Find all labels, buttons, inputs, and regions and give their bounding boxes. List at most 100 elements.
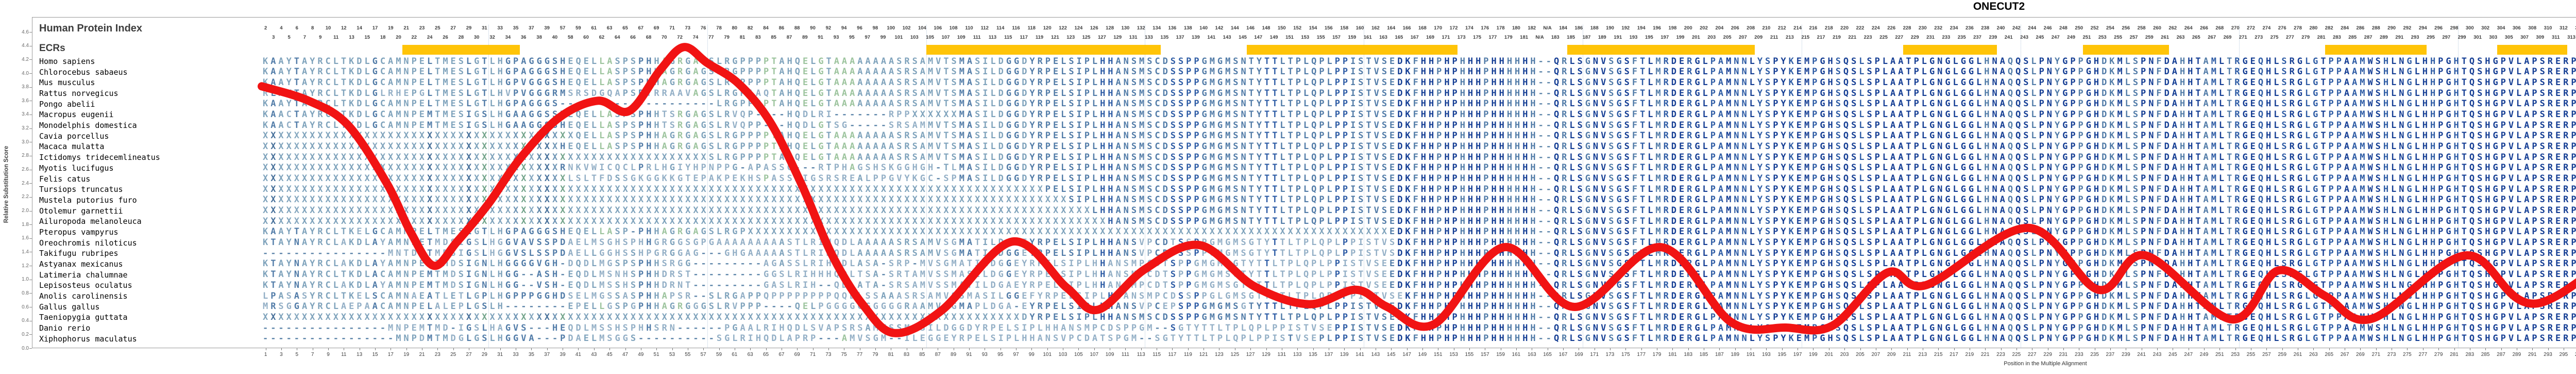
residue: G xyxy=(2297,88,2305,99)
residue: L xyxy=(2391,99,2399,109)
residue: S xyxy=(1178,77,1186,88)
y-tick-label: 1.8 xyxy=(10,222,29,227)
residue: G xyxy=(537,56,545,67)
top-axis-number: 260 xyxy=(2153,25,2161,31)
y-tick-mark xyxy=(29,87,32,88)
residue: P xyxy=(1436,67,1444,77)
species-label: Tursiops truncatus xyxy=(39,185,261,194)
residue: V xyxy=(936,120,943,131)
residue: A xyxy=(2344,120,2352,131)
residue: K xyxy=(2109,56,2117,67)
residue: H xyxy=(1476,88,1483,99)
residue: H xyxy=(2422,67,2430,77)
residue: I xyxy=(1077,120,1084,131)
residue: K xyxy=(1405,77,1413,88)
residue: P xyxy=(748,120,756,131)
residue: A xyxy=(842,99,850,109)
residue: K xyxy=(349,109,357,120)
residue: R xyxy=(2234,67,2242,77)
residue: G xyxy=(537,67,545,77)
residue: H xyxy=(1515,77,1522,88)
residue: H xyxy=(2266,67,2274,77)
residue: X xyxy=(435,131,443,141)
residue: R xyxy=(724,88,732,99)
residue: X xyxy=(912,109,920,120)
residue: W xyxy=(2367,77,2375,88)
residue: X xyxy=(537,131,545,141)
residue: E xyxy=(803,131,810,141)
residue: E xyxy=(803,88,810,99)
residue: S xyxy=(1578,99,1585,109)
bottom-axis-tick xyxy=(2532,348,2533,350)
top-axis-number: 252 xyxy=(2091,25,2099,31)
residue: H xyxy=(2266,88,2274,99)
bottom-axis-number: 199 xyxy=(1809,352,1818,357)
residue: R xyxy=(388,88,396,99)
species-label: Latimeria chalumnae xyxy=(39,270,261,280)
residue: S xyxy=(2477,88,2485,99)
residue: G xyxy=(2086,99,2094,109)
bottom-axis-number: 25 xyxy=(450,352,456,357)
residue: P xyxy=(1045,67,1053,77)
residue: F xyxy=(1413,77,1421,88)
residue: M xyxy=(396,77,403,88)
y-tick-label: 4.6 xyxy=(10,29,29,35)
residue: M xyxy=(2117,88,2125,99)
residue: - xyxy=(1538,109,1546,120)
top-axis-number: 28 xyxy=(459,35,464,40)
residue: G xyxy=(537,77,545,88)
residue: P xyxy=(513,88,521,99)
residue: P xyxy=(2070,99,2078,109)
residue: S xyxy=(1624,109,1632,120)
residue: M xyxy=(1225,99,1233,109)
residue: S xyxy=(2281,88,2289,99)
residue: X xyxy=(466,131,474,141)
residue: - xyxy=(1538,131,1546,141)
residue: P xyxy=(2336,120,2344,131)
residue: S xyxy=(1624,56,1632,67)
residue: L xyxy=(1092,120,1100,131)
residue: M xyxy=(959,120,967,131)
residue: T xyxy=(1640,77,1648,88)
residue: - xyxy=(693,99,701,109)
residue: F xyxy=(1413,99,1421,109)
residue: D xyxy=(1397,131,1405,141)
residue: G xyxy=(1694,120,1702,131)
residue: T xyxy=(1264,88,1272,99)
residue: P xyxy=(1483,109,1491,120)
residue: K xyxy=(1789,109,1797,120)
residue: X xyxy=(403,141,411,152)
residue: D xyxy=(998,56,1006,67)
residue: L xyxy=(2305,99,2313,109)
residue: X xyxy=(372,131,380,141)
residue: C xyxy=(380,56,388,67)
residue: P xyxy=(1773,120,1781,131)
residue: - xyxy=(1546,77,1554,88)
residue: H xyxy=(2430,99,2438,109)
residue: I xyxy=(982,67,990,77)
residue: G xyxy=(505,120,513,131)
bottom-axis-number: 265 xyxy=(2325,352,2333,357)
residue: P xyxy=(748,99,756,109)
residue: H xyxy=(498,56,505,67)
residue: S xyxy=(1233,56,1241,67)
residue: G xyxy=(701,67,709,77)
residue: H xyxy=(787,131,795,141)
residue: P xyxy=(623,67,631,77)
residue: S xyxy=(1765,131,1773,141)
residue: D xyxy=(1022,131,1029,141)
bottom-axis-tick xyxy=(2360,348,2361,350)
bottom-axis-number: 89 xyxy=(951,352,956,357)
residue: A xyxy=(2352,88,2360,99)
top-axis-number: 17 xyxy=(372,25,378,31)
residue: S xyxy=(1147,109,1155,120)
y-tick-mark xyxy=(29,348,32,349)
residue: P xyxy=(1084,109,1092,120)
residue: A xyxy=(388,120,396,131)
residue: R xyxy=(1664,99,1671,109)
residue: H xyxy=(2485,56,2493,67)
residue: P xyxy=(1914,67,1922,77)
residue: A xyxy=(834,56,842,67)
residue: H xyxy=(2422,99,2430,109)
residue: H xyxy=(787,109,795,120)
